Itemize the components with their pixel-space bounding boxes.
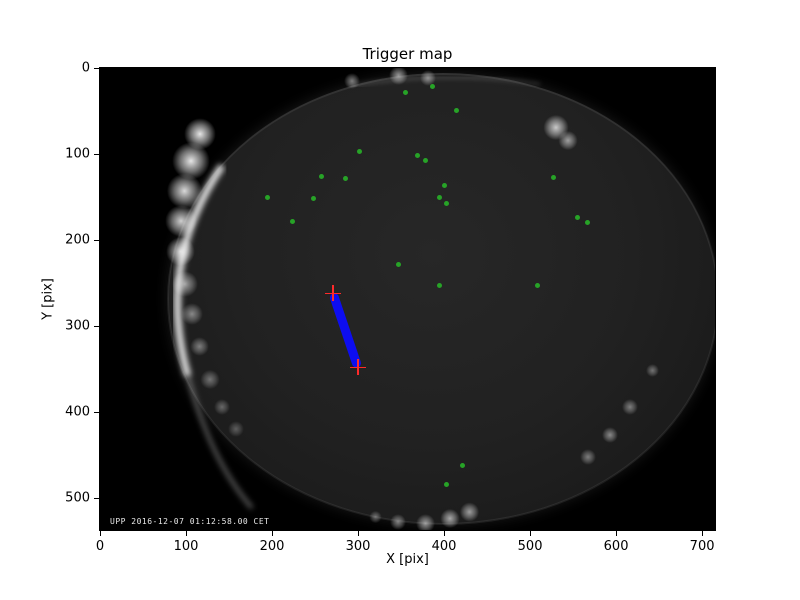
x-tick-label: 300 [345, 539, 371, 554]
y-tick-label: 100 [65, 146, 90, 162]
x-axis-label: X [pix] [386, 552, 429, 567]
trigger-dot [414, 153, 420, 159]
trigger-dot [441, 182, 447, 188]
trigger-dot [290, 218, 296, 224]
trigger-dot [550, 174, 556, 180]
rim-glare-spot [440, 509, 460, 529]
rim-glare-spot [579, 448, 596, 465]
y-tick-label: 300 [65, 318, 90, 334]
track-endpoint-marker [350, 359, 367, 376]
x-tick-mark [616, 530, 618, 536]
trigger-dot [422, 157, 428, 163]
y-tick-label: 200 [65, 232, 90, 248]
trigger-dot [437, 195, 443, 201]
plot-title: Trigger map [362, 45, 453, 63]
trigger-dot [310, 196, 316, 202]
trigger-dot [437, 283, 443, 289]
rim-glare-spot [388, 68, 409, 86]
rim-glare-spot [190, 337, 210, 357]
rim-glare-spot [419, 70, 436, 87]
y-tick-label: 400 [65, 404, 90, 420]
trigger-dot [429, 84, 435, 90]
x-tick-mark [444, 530, 446, 536]
y-tick-mark [94, 498, 100, 500]
trigger-dot [585, 219, 591, 225]
y-tick-mark [94, 68, 100, 69]
trigger-dot [444, 200, 450, 206]
y-tick-mark [94, 240, 100, 242]
x-tick-mark [100, 530, 101, 536]
x-tick-mark [186, 530, 187, 536]
x-tick-label: 700 [689, 539, 715, 554]
y-tick-mark [94, 326, 100, 328]
rim-glare-spot [227, 421, 244, 438]
rim-glare-spot [621, 398, 638, 415]
x-tick-label: 200 [259, 539, 285, 554]
x-tick-label: 600 [603, 539, 629, 554]
rim-glare-spot [390, 514, 407, 530]
x-tick-label: 500 [517, 539, 543, 554]
rim-glare-spot [645, 364, 659, 378]
rim-glare-spot [214, 398, 231, 415]
rim-glare-spot [344, 72, 361, 89]
y-tick-label: 0 [81, 60, 90, 76]
x-tick-mark [272, 530, 274, 536]
y-axis-label: Y [pix] [40, 278, 56, 320]
trigger-dot [265, 194, 271, 200]
y-tick-label: 500 [65, 490, 90, 506]
y-tick-mark [94, 412, 100, 414]
rim-glare-spot [166, 236, 196, 266]
rim-glare-spot [368, 510, 382, 524]
trigger-dot [395, 261, 401, 267]
rim-glare-spot [172, 271, 198, 297]
rim-glare-spot [558, 130, 578, 150]
trigger-dot [402, 89, 408, 95]
rim-glare-spot [200, 369, 220, 390]
axes: UPP 2016-12-07 01:12:58.00 CET [99, 67, 716, 531]
rim-glare-spot [460, 502, 480, 522]
trigger-dot [357, 148, 363, 154]
y-tick-mark [94, 154, 100, 156]
timestamp-overlay: UPP 2016-12-07 01:12:58.00 CET [110, 517, 270, 526]
x-tick-mark [530, 530, 532, 536]
trigger-dot [454, 107, 460, 113]
rim-glare-spot [164, 205, 197, 238]
rim-glare-spot [415, 513, 435, 530]
camera-fisheye-disc [167, 73, 715, 524]
trigger-dot [574, 215, 580, 221]
x-tick-label: 100 [173, 539, 199, 554]
x-tick-label: 0 [95, 539, 105, 554]
trigger-dot [342, 176, 348, 182]
trigger-dot [444, 481, 450, 487]
rim-glare-spot [166, 173, 202, 209]
trigger-dot [535, 283, 541, 289]
x-tick-label: 400 [431, 539, 457, 554]
x-tick-mark [702, 530, 704, 536]
x-tick-mark [358, 530, 360, 536]
rim-glare-spot [602, 426, 619, 443]
trigger-dot [319, 173, 325, 179]
track-endpoint-marker [325, 285, 342, 302]
trigger-dot [459, 462, 465, 468]
rim-glare-spot [180, 302, 204, 326]
